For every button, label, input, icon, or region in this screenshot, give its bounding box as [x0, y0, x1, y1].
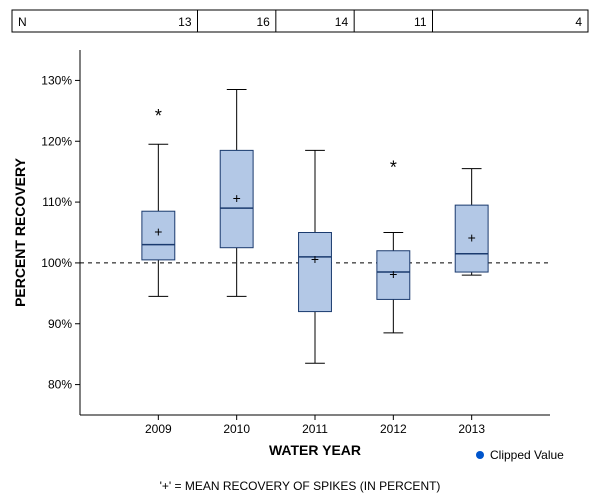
mean-marker: + [154, 224, 162, 240]
legend-marker [476, 451, 484, 459]
mean-marker: + [389, 266, 397, 282]
y-tick-label: 120% [41, 134, 72, 148]
box [299, 233, 332, 312]
x-tick-label: 2010 [223, 422, 250, 436]
footnote: '+' = MEAN RECOVERY OF SPIKES (IN PERCEN… [160, 479, 441, 493]
mean-marker: + [311, 251, 319, 267]
n-row [12, 10, 588, 32]
n-header-label: N [18, 15, 27, 29]
y-tick-label: 130% [41, 73, 72, 87]
n-value: 16 [256, 15, 270, 29]
legend-label: Clipped Value [490, 448, 564, 462]
y-axis-label: PERCENT RECOVERY [12, 157, 28, 307]
n-value: 14 [335, 15, 349, 29]
outlier-marker: * [155, 106, 162, 126]
mean-marker: + [233, 190, 241, 206]
mean-marker: + [468, 230, 476, 246]
y-tick-label: 90% [48, 317, 72, 331]
n-value: 11 [414, 15, 427, 29]
n-value: 4 [575, 15, 582, 29]
x-tick-label: 2013 [458, 422, 485, 436]
x-tick-label: 2009 [145, 422, 172, 436]
x-tick-label: 2011 [302, 422, 328, 436]
y-tick-label: 110% [42, 195, 72, 209]
x-tick-label: 2012 [380, 422, 407, 436]
boxplot-chart: N 13 16 14 11 4 80% 90% 100% 110% 120% 130% 2009 2010… [0, 0, 600, 500]
x-axis-label: WATER YEAR [269, 442, 361, 458]
n-value: 13 [178, 15, 192, 29]
y-tick-label: 80% [48, 378, 72, 392]
outlier-marker: * [390, 158, 397, 178]
y-tick-label: 100% [41, 256, 72, 270]
